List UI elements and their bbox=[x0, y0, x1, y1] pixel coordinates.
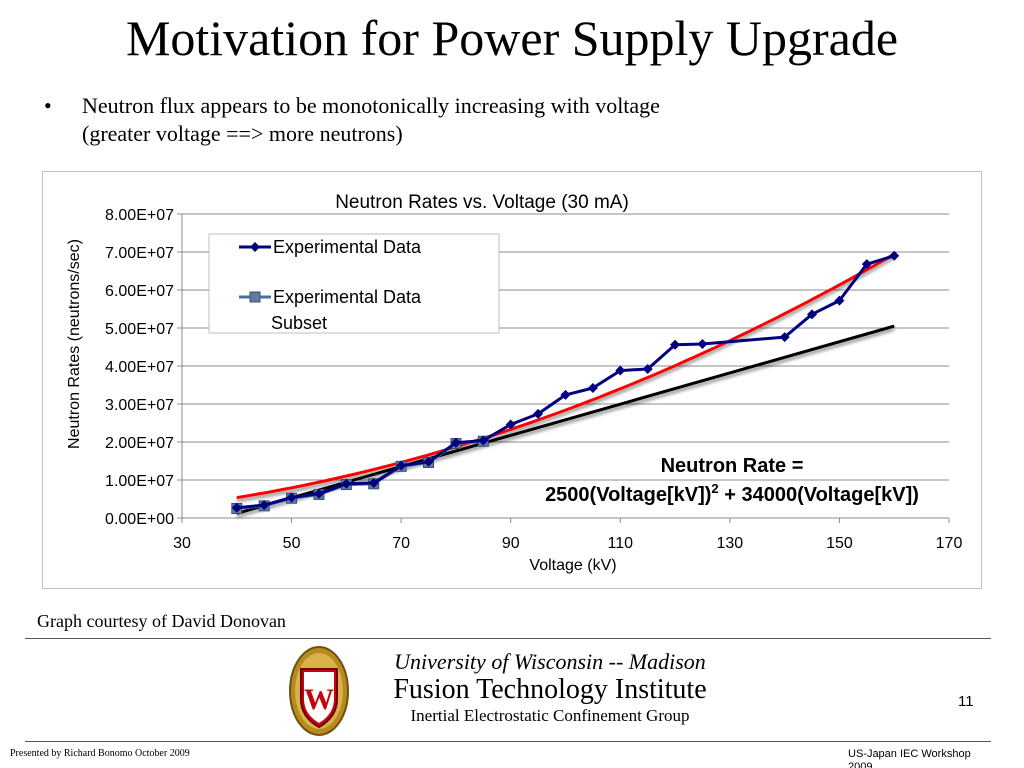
experimental-data-point bbox=[368, 478, 379, 489]
x-tick-label: 150 bbox=[826, 535, 853, 552]
neutron-rate-chart: 0.00E+00 1.00E+07 2.00E+07 3.00E+07 4.00E+07… bbox=[66, 192, 962, 574]
bullet-marker: • bbox=[44, 93, 52, 118]
data-series bbox=[231, 250, 900, 514]
x-tick-label: 130 bbox=[717, 535, 744, 552]
crest-letter: W bbox=[304, 683, 334, 716]
group-name: Inertial Electrostatic Confinement Group bbox=[410, 706, 690, 725]
bullet-line-1: Neutron flux appears to be monotonically… bbox=[82, 93, 660, 118]
experimental-data-point bbox=[231, 502, 242, 513]
legend-label-subset-line1: Experimental Data bbox=[273, 287, 422, 307]
experimental-data-point bbox=[341, 478, 352, 489]
experimental-data-point bbox=[478, 435, 489, 446]
legend-label-subset-line2: Subset bbox=[271, 313, 327, 333]
experimental-data-point bbox=[807, 309, 818, 320]
bullet-line-2: (greater voltage ==> more neutrons) bbox=[82, 121, 403, 146]
slide-title: Motivation for Power Supply Upgrade bbox=[125, 10, 899, 66]
tick-labels: 0.00E+00 1.00E+07 2.00E+07 3.00E+07 4.00E+07… bbox=[105, 207, 962, 552]
fit-equation-term2: + 34000(Voltage[kV]) bbox=[719, 484, 919, 506]
y-tick-label: 8.00E+07 bbox=[105, 207, 174, 224]
x-tick-label: 30 bbox=[173, 535, 191, 552]
experimental-data-point bbox=[889, 250, 900, 261]
legend-box bbox=[208, 233, 500, 334]
experimental-data-point bbox=[505, 419, 516, 430]
y-tick-label: 2.00E+07 bbox=[105, 435, 174, 452]
experimental-data-point bbox=[834, 295, 845, 306]
graph-credit: Graph courtesy of David Donovan bbox=[37, 611, 286, 631]
legend-label-experimental: Experimental Data bbox=[273, 237, 422, 257]
experimental-data-point bbox=[779, 332, 790, 343]
bullet-text: Neutron flux appears to be monotonically… bbox=[82, 92, 660, 148]
experimental-data-point bbox=[587, 383, 598, 394]
footer-divider-bottom bbox=[25, 741, 991, 742]
university-name: University of Wisconsin -- Madison bbox=[394, 649, 706, 674]
quadratic-fit-line bbox=[236, 252, 895, 500]
y-tick-label: 5.00E+07 bbox=[105, 321, 174, 338]
x-tick-label: 110 bbox=[608, 535, 634, 552]
uw-crest-logo: W bbox=[289, 646, 349, 736]
y-tick-label: 3.00E+07 bbox=[105, 397, 174, 414]
x-tick-label: 50 bbox=[283, 535, 301, 552]
fit-equation-line2: 2500(Voltage[kV])2 + 34000(Voltage[kV]) bbox=[545, 481, 919, 506]
x-tick-label: 90 bbox=[502, 535, 520, 552]
fit-equation: Neutron Rate = 2500(Voltage[kV])2 + 3400… bbox=[545, 455, 919, 506]
experimental-data-point bbox=[861, 259, 872, 270]
x-tick-label: 70 bbox=[392, 535, 410, 552]
axes bbox=[177, 213, 950, 523]
experimental-data-point bbox=[396, 460, 407, 471]
experimental-data-point bbox=[670, 339, 681, 350]
experimental-data-point bbox=[697, 338, 708, 349]
chart-frame: 0.00E+00 1.00E+07 2.00E+07 3.00E+07 4.00E+07… bbox=[42, 171, 982, 589]
legend: Experimental Data Experimental Data Subs… bbox=[208, 233, 500, 334]
experimental-data-point bbox=[286, 492, 297, 503]
institution-block: University of Wisconsin -- Madison Fusio… bbox=[360, 650, 740, 726]
y-tick-label: 0.00E+00 bbox=[105, 511, 174, 528]
footer-workshop: US-Japan IEC Workshop 2009 bbox=[848, 748, 971, 768]
experimental-data-point bbox=[560, 389, 571, 400]
institute-name: Fusion Technology Institute bbox=[393, 674, 707, 705]
y-tick-label: 4.00E+07 bbox=[105, 359, 174, 376]
chart-title: Neutron Rates vs. Voltage (30 mA) bbox=[335, 192, 629, 213]
experimental-data-point bbox=[615, 365, 626, 376]
experimental-data-point bbox=[313, 488, 324, 499]
fit-equation-term1: 2500(Voltage[kV]) bbox=[545, 484, 711, 506]
experimental-data-point bbox=[533, 408, 544, 419]
x-axis-label: Voltage (kV) bbox=[529, 557, 616, 574]
footer-divider-top bbox=[25, 638, 991, 639]
experimental-data-point bbox=[259, 500, 270, 511]
experimental-data-subset-line bbox=[236, 439, 484, 510]
footer-presenter: Presented by Richard Bonomo October 2009 bbox=[10, 748, 190, 759]
experimental-data-point bbox=[423, 456, 434, 467]
y-tick-label: 6.00E+07 bbox=[105, 283, 174, 300]
fit-equation-exponent: 2 bbox=[711, 481, 718, 496]
experimental-data-point bbox=[642, 364, 653, 375]
page-number: 11 bbox=[958, 693, 974, 710]
legend-swatch-experimental-marker bbox=[250, 242, 260, 252]
experimental-data-point bbox=[450, 437, 461, 448]
fit-equation-line1: Neutron Rate = bbox=[661, 455, 804, 477]
y-tick-label: 1.00E+07 bbox=[105, 473, 174, 490]
legend-swatch-subset-marker bbox=[249, 291, 261, 303]
y-axis-label: Neutron Rates (neutrons/sec) bbox=[66, 239, 83, 449]
x-tick-label: 170 bbox=[936, 535, 963, 552]
y-tick-label: 7.00E+07 bbox=[105, 245, 174, 262]
legend-label-subset: Experimental Data Subset bbox=[271, 287, 426, 333]
